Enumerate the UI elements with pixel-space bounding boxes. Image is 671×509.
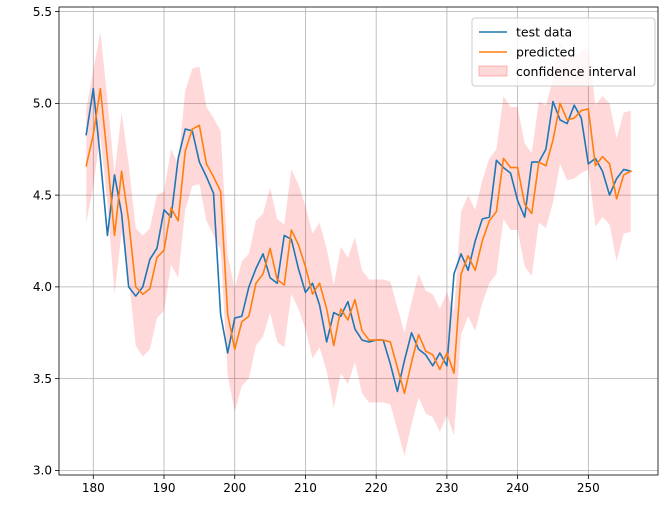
- x-tick-label: 240: [506, 481, 529, 495]
- x-tick-label: 220: [365, 481, 388, 495]
- legend-label-test-data: test data: [516, 25, 572, 40]
- y-tick-label: 3.5: [33, 372, 52, 386]
- legend: test data predicted confidence interval: [471, 17, 656, 87]
- x-tick-label: 250: [577, 481, 600, 495]
- y-tick-label: 4.0: [33, 280, 52, 294]
- y-tick-label: 5.0: [33, 97, 52, 111]
- legend-label-predicted: predicted: [516, 45, 575, 60]
- x-tick-label: 200: [223, 481, 246, 495]
- y-tick-label: 5.5: [33, 5, 52, 19]
- series-line-predicted: [85, 87, 632, 395]
- x-tick-label: 230: [435, 481, 458, 495]
- y-tick-label: 3.0: [33, 464, 52, 478]
- y-axis: 3.0 3.5 4.0 4.5 5.0 5.5: [33, 5, 59, 478]
- axes-frame: [58, 6, 659, 476]
- y-tick-label: 4.5: [33, 188, 52, 202]
- x-axis: 180 190 200 210 220 230 240 250: [82, 475, 600, 495]
- legend-swatch-confidence-interval: [478, 65, 508, 77]
- series-line-test-data: [85, 87, 632, 393]
- x-tick-label: 210: [294, 481, 317, 495]
- x-tick-label: 180: [82, 481, 105, 495]
- x-tick-label: 190: [153, 481, 176, 495]
- legend-box: [471, 17, 656, 87]
- legend-label-confidence-interval: confidence interval: [516, 64, 636, 79]
